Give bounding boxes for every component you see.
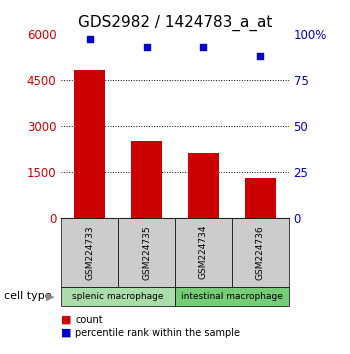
Title: GDS2982 / 1424783_a_at: GDS2982 / 1424783_a_at <box>78 15 272 31</box>
Bar <box>131 141 162 218</box>
Bar <box>245 178 276 218</box>
Bar <box>74 70 105 218</box>
Text: count: count <box>75 315 103 325</box>
Bar <box>188 153 219 218</box>
Text: GSM224733: GSM224733 <box>85 225 94 280</box>
Text: cell type: cell type <box>4 291 51 302</box>
Text: GSM224736: GSM224736 <box>256 225 265 280</box>
Text: GSM224734: GSM224734 <box>199 225 208 279</box>
Point <box>201 44 206 49</box>
Text: GSM224735: GSM224735 <box>142 225 151 280</box>
Point <box>258 53 263 58</box>
Text: splenic macrophage: splenic macrophage <box>72 292 164 301</box>
Point <box>144 44 149 49</box>
Point <box>87 36 92 42</box>
Text: percentile rank within the sample: percentile rank within the sample <box>75 328 240 338</box>
Text: ■: ■ <box>61 315 72 325</box>
Text: ▶: ▶ <box>46 291 54 302</box>
Text: intestinal macrophage: intestinal macrophage <box>181 292 283 301</box>
Text: ■: ■ <box>61 328 72 338</box>
